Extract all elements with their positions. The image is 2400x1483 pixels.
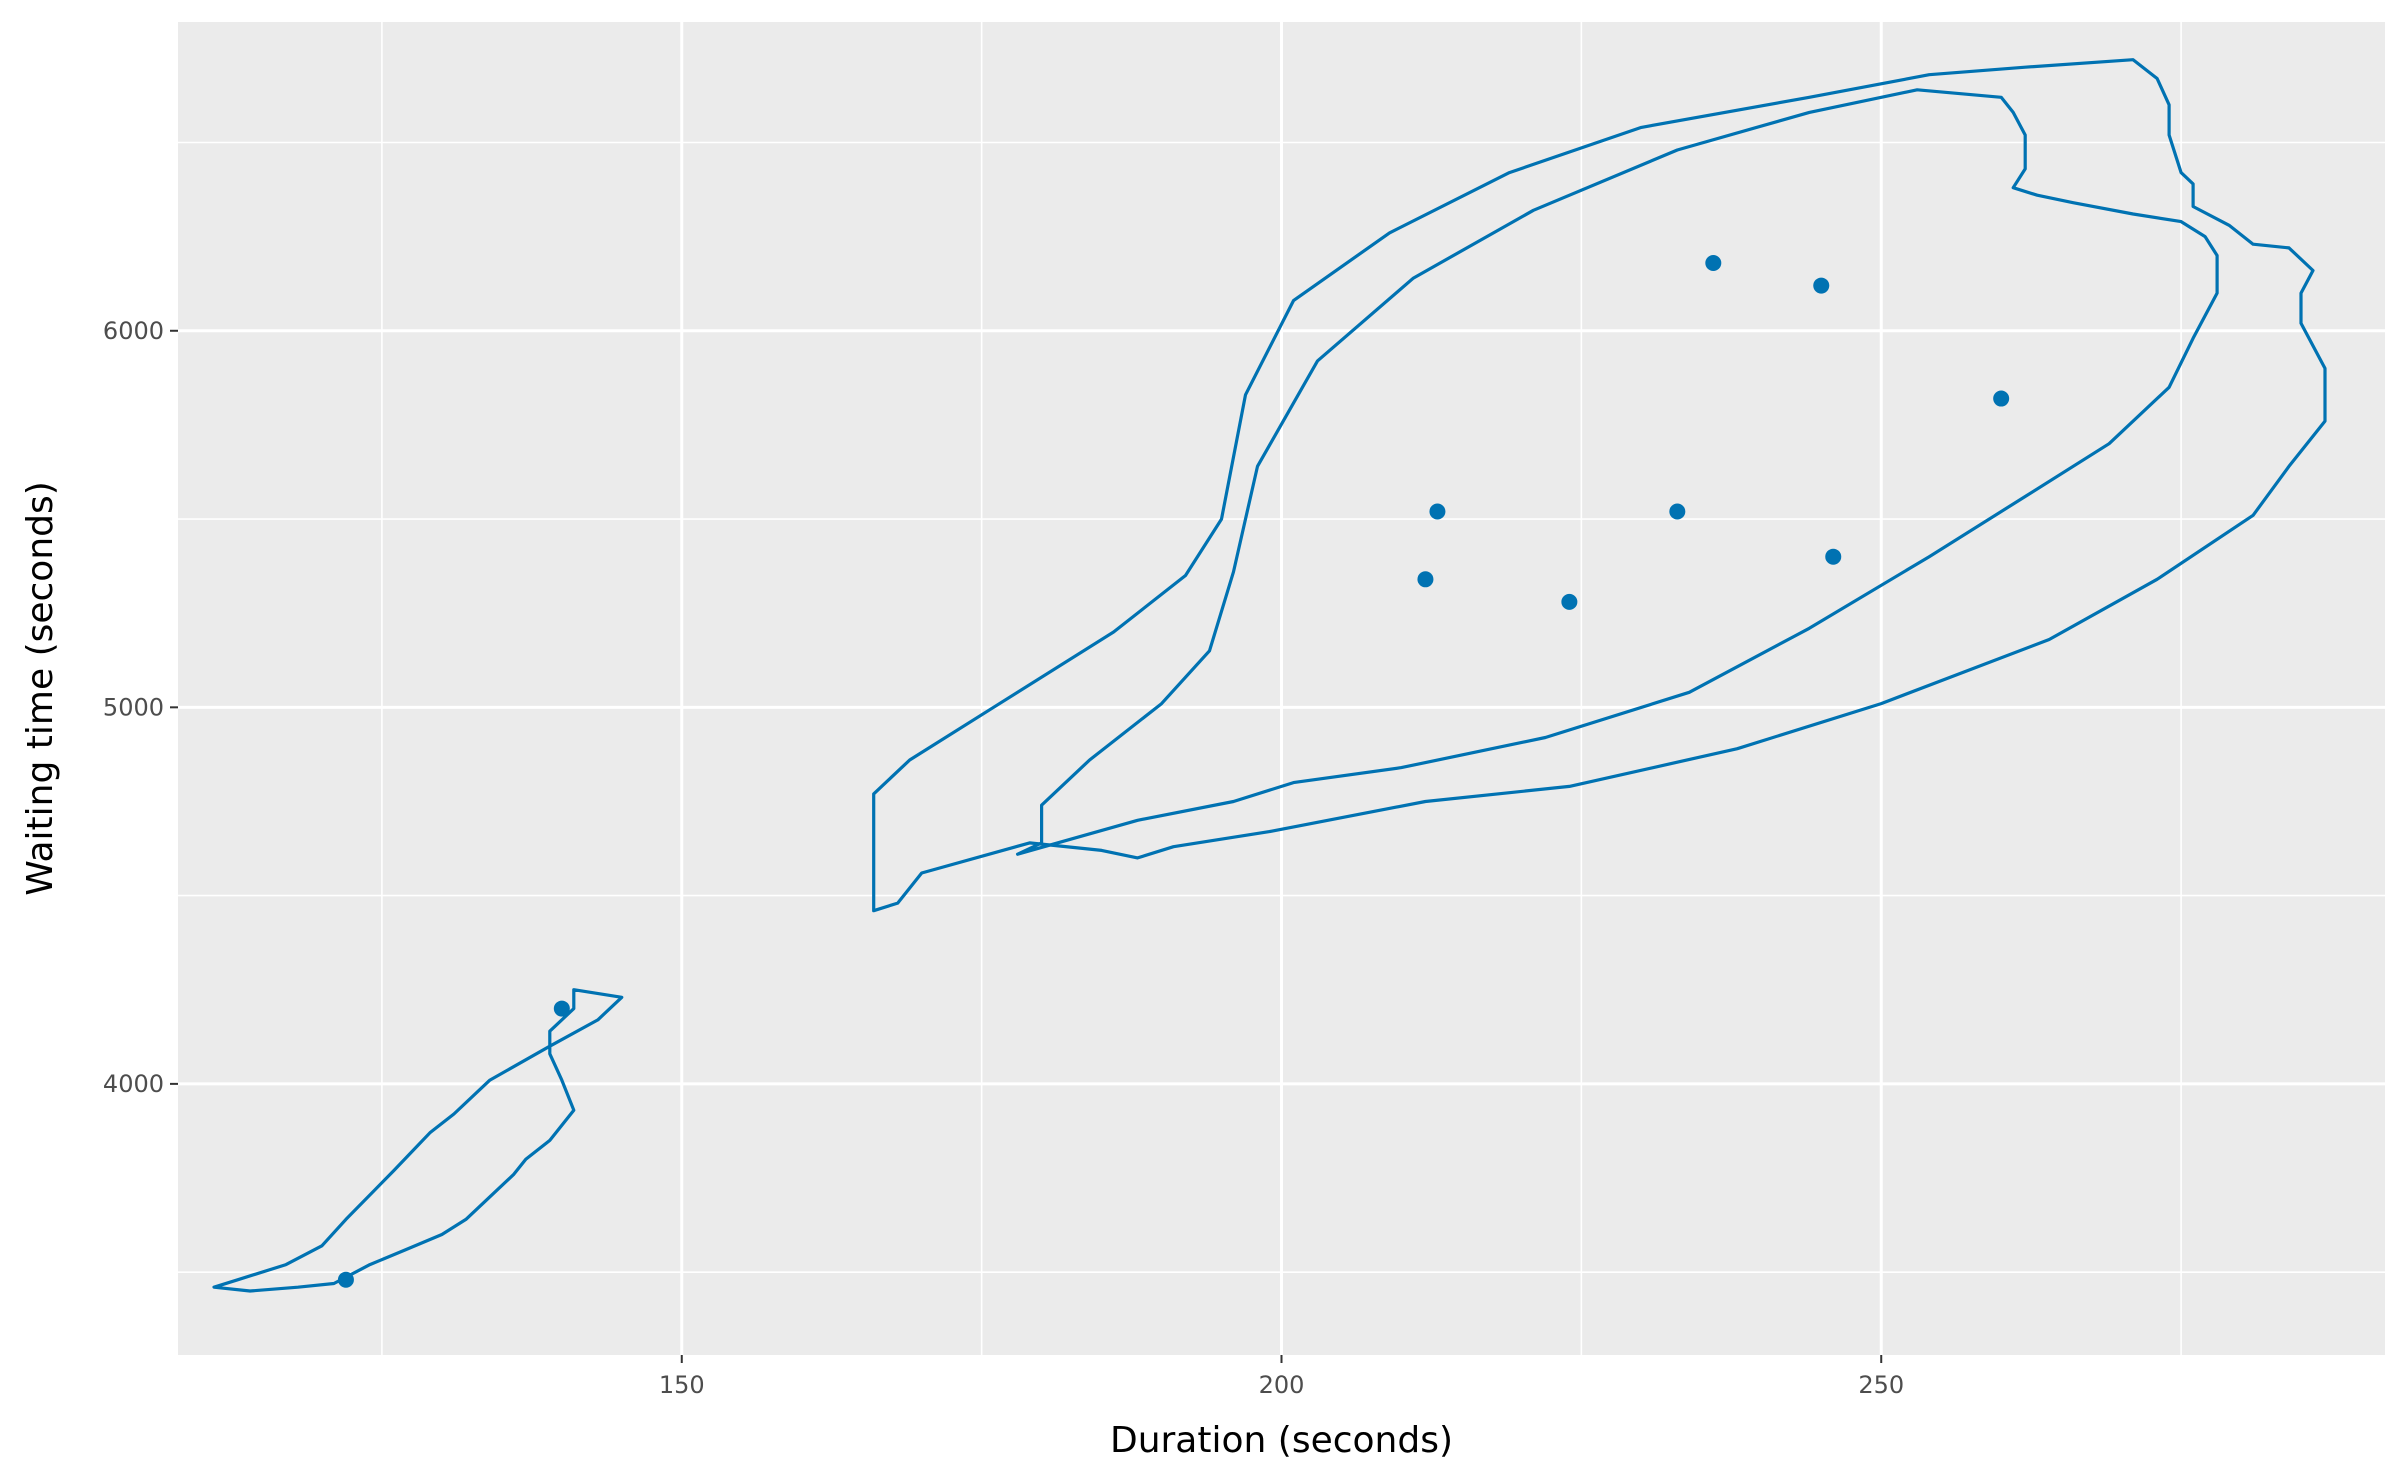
data-points (337, 254, 2010, 1288)
x-tick-label: 150 (659, 1371, 705, 1399)
y-tick-label: 5000 (103, 693, 164, 721)
data-point (337, 1271, 354, 1288)
density-contours (212, 58, 2327, 1293)
x-tick-label: 250 (1858, 1371, 1904, 1399)
data-point (1669, 503, 1686, 520)
density-contour-line (872, 58, 2327, 913)
x-axis-title: Duration (seconds) (1110, 1420, 1453, 1461)
y-tick-label: 4000 (103, 1070, 164, 1098)
y-tick-label: 6000 (103, 317, 164, 345)
y-axis-ticks: 4000 5000 6000 (103, 317, 178, 1098)
x-tick-label: 200 (1259, 1371, 1305, 1399)
data-point (1813, 277, 1830, 294)
data-point (1825, 548, 1842, 565)
data-point (1417, 571, 1434, 588)
data-point (1993, 390, 2010, 407)
density-contour-line (1016, 88, 2219, 856)
density-contour-line (212, 988, 624, 1293)
data-point (553, 1000, 570, 1017)
grid-lines (178, 22, 2385, 1355)
y-axis-title: Waiting time (seconds) (20, 481, 61, 896)
data-point (1561, 593, 1578, 610)
x-axis-ticks: 150 200 250 (659, 1355, 1904, 1399)
data-point (1705, 254, 1722, 271)
data-point (1429, 503, 1446, 520)
